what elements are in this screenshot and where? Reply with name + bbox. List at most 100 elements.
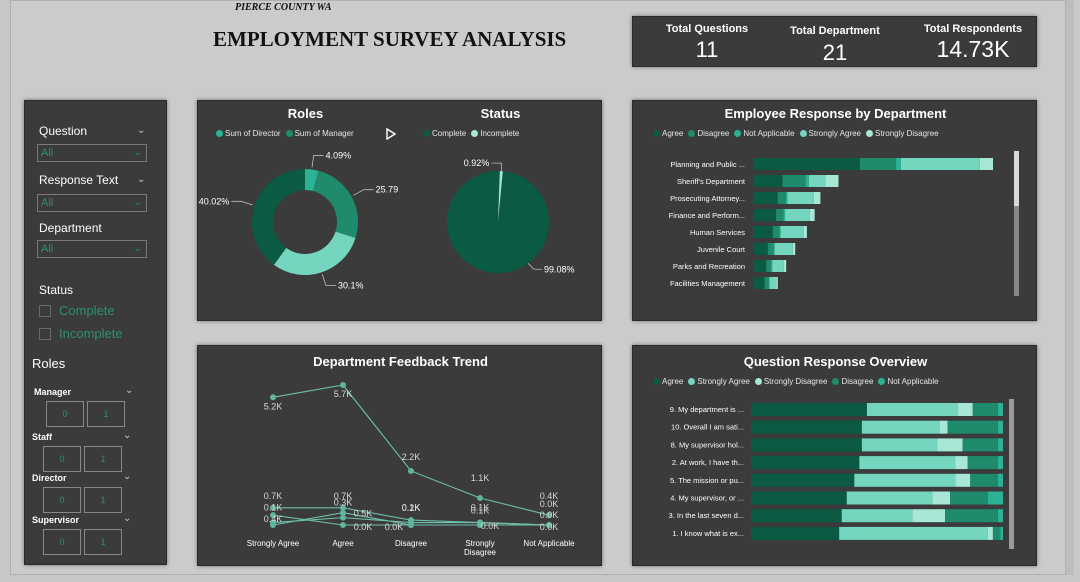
role-director-0[interactable]: 0 (43, 487, 81, 513)
bar-segment[interactable] (768, 277, 770, 289)
trend-point[interactable] (270, 522, 276, 528)
role-manager-1[interactable]: 1 (87, 401, 125, 427)
bar-segment[interactable] (979, 158, 993, 170)
bar-segment[interactable] (783, 260, 787, 272)
bar-segment[interactable] (912, 509, 946, 523)
complete-checkbox[interactable] (39, 305, 51, 317)
bar-segment[interactable] (776, 277, 778, 289)
bar-segment[interactable] (900, 158, 980, 170)
bar-segment[interactable] (779, 226, 781, 238)
trend-point[interactable] (408, 522, 414, 528)
bar-segment[interactable] (947, 420, 998, 434)
bar-segment[interactable] (777, 192, 786, 204)
bar-segment[interactable] (896, 158, 901, 170)
bar-segment[interactable] (780, 226, 804, 238)
bar-segment[interactable] (751, 403, 867, 416)
bar-segment[interactable] (987, 491, 1003, 505)
chart-scrollbar-thumb[interactable] (1009, 399, 1014, 549)
incomplete-checkbox[interactable] (39, 328, 51, 340)
bar-segment[interactable] (841, 509, 913, 523)
bar-segment[interactable] (854, 473, 956, 487)
bar-segment[interactable] (950, 491, 988, 505)
bar-segment[interactable] (753, 243, 768, 255)
bar-segment[interactable] (772, 260, 784, 272)
response-text-dropdown[interactable]: All ⌄ (37, 194, 147, 212)
bar-segment[interactable] (932, 491, 951, 505)
trend-point[interactable] (477, 494, 483, 501)
role-staff-1[interactable]: 1 (84, 446, 122, 472)
trend-point[interactable] (340, 522, 346, 528)
bar-segment[interactable] (839, 526, 988, 540)
trend-point[interactable] (546, 522, 552, 528)
question-dropdown[interactable]: All ⌄ (37, 144, 147, 162)
roles-slice-2[interactable] (273, 231, 356, 275)
bar-segment[interactable] (753, 226, 773, 238)
bar-segment[interactable] (753, 158, 860, 170)
legend-item[interactable]: Sum of Director (216, 129, 281, 138)
roles-slice-1[interactable] (313, 170, 358, 238)
bar-segment[interactable] (955, 473, 971, 487)
bar-segment[interactable] (764, 277, 769, 289)
bar-segment[interactable] (937, 438, 963, 452)
legend-item[interactable]: Not Applicable (878, 377, 939, 386)
legend-item[interactable]: Agree (653, 377, 683, 386)
bar-segment[interactable] (940, 420, 948, 434)
bar-segment[interactable] (769, 277, 777, 289)
bar-segment[interactable] (792, 243, 796, 255)
chevron-down-icon[interactable]: ⌄ (125, 385, 134, 396)
legend-item[interactable]: Agree (653, 129, 683, 138)
bar-segment[interactable] (997, 420, 1003, 434)
bar-segment[interactable] (787, 192, 814, 204)
chart-scrollbar[interactable] (1009, 399, 1014, 549)
bar-segment[interactable] (766, 260, 772, 272)
bar-segment[interactable] (846, 491, 933, 505)
status-slice-1[interactable] (498, 171, 503, 222)
bar-segment[interactable] (805, 175, 809, 187)
bar-segment[interactable] (997, 473, 1003, 487)
bar-segment[interactable] (1000, 526, 1003, 540)
bar-segment[interactable] (997, 456, 1003, 470)
bar-segment[interactable] (859, 456, 956, 470)
bar-segment[interactable] (751, 473, 855, 487)
bar-segment[interactable] (771, 260, 773, 272)
chart-scrollbar-thumb[interactable] (1014, 151, 1019, 206)
bar-segment[interactable] (751, 491, 847, 505)
legend-item[interactable]: Strongly Agree (799, 129, 861, 138)
complete-checkbox-label[interactable]: Complete (59, 303, 115, 318)
chevron-down-icon[interactable]: ⌄ (137, 174, 146, 185)
legend-item[interactable]: Strongly Disagree (754, 377, 827, 386)
chevron-down-icon[interactable]: ⌄ (123, 513, 132, 524)
bar-segment[interactable] (808, 175, 826, 187)
scrollbar-track[interactable] (1066, 0, 1074, 575)
bar-segment[interactable] (753, 192, 778, 204)
bar-segment[interactable] (866, 403, 958, 416)
legend-item[interactable]: Not Applicable (734, 129, 795, 138)
bar-segment[interactable] (751, 420, 862, 434)
trend-point[interactable] (408, 467, 414, 474)
trend-point[interactable] (270, 512, 276, 519)
bar-segment[interactable] (785, 192, 788, 204)
department-dropdown[interactable]: All ⌄ (37, 240, 147, 258)
bar-segment[interactable] (751, 526, 840, 540)
roles-slice-3[interactable] (252, 169, 305, 265)
bar-segment[interactable] (945, 509, 998, 523)
roles-slice-0[interactable] (305, 169, 319, 192)
chevron-down-icon[interactable]: ⌄ (137, 125, 146, 136)
bar-segment[interactable] (955, 456, 968, 470)
legend-item[interactable]: Sum of Manager (285, 129, 354, 138)
trend-point[interactable] (340, 504, 346, 511)
bar-segment[interactable] (813, 192, 821, 204)
chevron-down-icon[interactable]: ⌄ (123, 430, 132, 441)
bar-segment[interactable] (957, 403, 973, 416)
bar-segment[interactable] (987, 526, 993, 540)
bar-segment[interactable] (751, 509, 842, 523)
legend-item[interactable]: Disagree (832, 377, 873, 386)
bar-segment[interactable] (753, 260, 767, 272)
trend-point[interactable] (340, 509, 346, 516)
bar-segment[interactable] (997, 403, 1003, 416)
legend-item[interactable]: Strongly Agree (688, 377, 750, 386)
legend-item[interactable]: Disagree (688, 129, 729, 138)
incomplete-checkbox-label[interactable]: Incomplete (59, 326, 123, 341)
bar-segment[interactable] (772, 226, 780, 238)
bar-segment[interactable] (753, 277, 765, 289)
